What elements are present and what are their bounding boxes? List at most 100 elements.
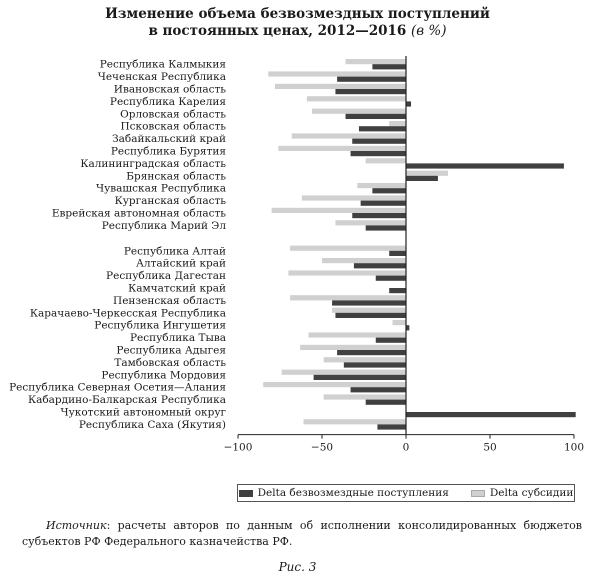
category-label: Республика Ингушетия — [94, 320, 226, 332]
bar-subsidies — [303, 419, 406, 425]
bar-gratuitous — [406, 412, 576, 418]
category-label: Кабардино-Балкарская Республика — [28, 394, 226, 406]
bar-gratuitous — [352, 213, 406, 219]
bar-gratuitous — [352, 138, 406, 144]
bars-layer — [263, 59, 576, 430]
legend-item-subsidies: Delta субсидии — [470, 487, 574, 499]
bar-gratuitous — [406, 163, 564, 169]
bar-subsidies — [268, 71, 406, 77]
x-tick-label: −50 — [311, 442, 333, 454]
bar-subsidies — [345, 59, 406, 65]
legend-label-gratuitous: Delta безвозмездные поступления — [257, 487, 449, 499]
category-label: Чукотский автономный округ — [60, 407, 226, 419]
bar-gratuitous — [358, 126, 406, 132]
bar-gratuitous — [343, 362, 406, 368]
figure-caption: Рис. 3 — [278, 560, 317, 574]
bar-subsidies — [311, 108, 406, 114]
bar-gratuitous — [406, 175, 438, 181]
bar-subsidies — [306, 96, 406, 102]
bar-subsidies — [335, 220, 406, 226]
legend-swatch-gratuitous — [238, 489, 253, 497]
category-label: Республика Саха (Якутия) — [79, 419, 226, 431]
category-label: Карачаево-Черкесская Республика — [30, 307, 226, 319]
bar-subsidies — [281, 369, 406, 375]
bar-subsidies — [290, 245, 406, 251]
title-unit: (в %) — [411, 23, 447, 39]
x-tick-label: 0 — [403, 442, 410, 454]
category-label: Республика Калмыкия — [100, 59, 227, 71]
bar-subsidies — [406, 170, 448, 176]
bar-subsidies — [301, 195, 406, 201]
category-label: Псковская область — [121, 121, 227, 133]
bar-subsidies — [323, 357, 406, 363]
bar-gratuitous — [406, 325, 410, 331]
legend: Delta безвозмездные поступления Delta су… — [237, 484, 575, 502]
source-text: : расчеты авторов по данным об исполнени… — [22, 519, 582, 548]
source-label: Источник — [46, 519, 107, 532]
bar-subsidies — [274, 83, 406, 89]
category-label: Брянская область — [126, 170, 226, 182]
legend-label-subsidies: Delta субсидии — [489, 487, 574, 499]
chart-title: Изменение объема безвозмездных поступлен… — [0, 6, 595, 40]
x-axis: −100 −50 0 50 100 — [224, 56, 584, 454]
category-label: Забайкальский край — [112, 133, 226, 145]
bar-gratuitous — [389, 250, 406, 256]
bar-gratuitous — [372, 64, 406, 70]
category-label: Еврейская автономная область — [52, 208, 226, 220]
bar-subsidies — [288, 270, 406, 276]
x-tick-label: −100 — [224, 442, 253, 454]
source-note: Источник: расчеты авторов по данным об и… — [22, 518, 582, 550]
bar-subsidies — [271, 207, 406, 213]
bar-subsidies — [392, 320, 406, 326]
category-label: Пензенская область — [113, 295, 226, 307]
category-label: Республика Мордовия — [101, 369, 226, 381]
bar-gratuitous — [313, 374, 406, 380]
bar-subsidies — [263, 382, 406, 388]
bar-subsidies — [308, 332, 406, 338]
bar-subsidies — [332, 307, 406, 313]
category-label: Ивановская область — [114, 84, 226, 96]
category-label: Камчатский край — [128, 283, 226, 295]
category-label: Республика Марий Эл — [102, 220, 227, 232]
category-label: Республика Бурятия — [111, 146, 227, 158]
category-label: Калининградская область — [80, 158, 226, 170]
bar-gratuitous — [375, 337, 406, 343]
bar-gratuitous — [389, 288, 406, 294]
category-label: Орловская область — [120, 108, 226, 120]
bar-gratuitous — [365, 225, 406, 231]
category-label: Республика Тыва — [130, 332, 226, 344]
bar-gratuitous — [335, 89, 406, 95]
legend-item-gratuitous: Delta безвозмездные поступления — [238, 487, 449, 499]
bar-gratuitous — [377, 424, 406, 430]
bar-subsidies — [291, 133, 406, 139]
bar-gratuitous — [350, 387, 406, 393]
category-label: Республика Адыгея — [116, 345, 226, 357]
category-label: Республика Алтай — [124, 245, 226, 257]
bar-subsidies — [322, 258, 406, 264]
bar-gratuitous — [353, 263, 406, 269]
category-label: Республика Дагестан — [106, 270, 226, 282]
bar-gratuitous — [375, 275, 406, 281]
x-tick-label: 50 — [483, 442, 496, 454]
category-label: Алтайский край — [136, 258, 226, 270]
bar-gratuitous — [345, 113, 406, 119]
bar-gratuitous — [372, 188, 406, 194]
bar-gratuitous — [350, 151, 406, 157]
bar-gratuitous — [337, 76, 406, 82]
bar-subsidies — [365, 158, 406, 164]
bar-subsidies — [389, 121, 406, 127]
category-label: Республика Северная Осетия—Алания — [9, 382, 226, 394]
category-label: Тамбовская область — [114, 357, 226, 369]
category-label: Чувашская Республика — [96, 183, 226, 195]
bar-gratuitous — [365, 399, 406, 405]
title-line-1: Изменение объема безвозмездных поступлен… — [105, 6, 490, 22]
bar-subsidies — [357, 183, 406, 189]
category-label: Чеченская Республика — [98, 71, 226, 83]
category-label: Республика Карелия — [110, 96, 226, 108]
bar-gratuitous — [406, 101, 412, 107]
bar-gratuitous — [335, 312, 406, 318]
bar-gratuitous — [337, 350, 406, 356]
category-label: Курганская область — [115, 195, 227, 207]
bar-subsidies — [290, 295, 406, 301]
